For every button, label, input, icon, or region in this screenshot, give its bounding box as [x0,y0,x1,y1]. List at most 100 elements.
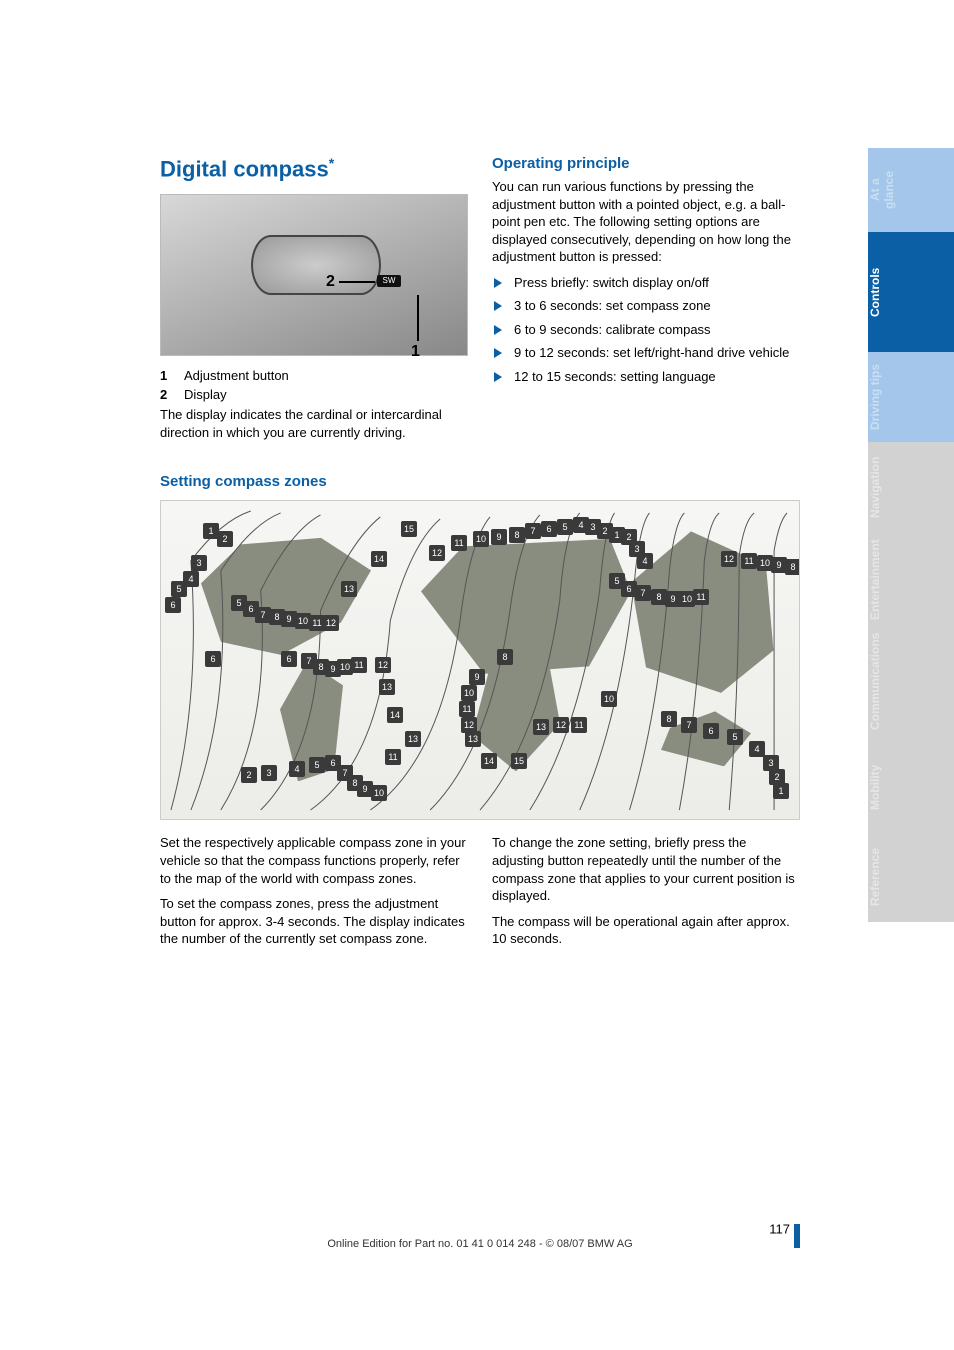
world-map: 1234565678910111215141312111098765432166… [160,500,800,820]
main-heading-marker: * [329,155,334,171]
zone-label: 11 [451,535,467,551]
operating-para: You can run various functions by pressin… [492,178,800,266]
list-item: 9 to 12 seconds: set left/right-hand dri… [492,344,800,362]
main-heading: Digital compass* [160,155,468,182]
zone-label: 6 [165,597,181,613]
zone-label: 6 [281,651,297,667]
zone-label: 12 [375,657,391,673]
def-label: Display [184,387,227,402]
zone-label: 4 [637,553,653,569]
compass-diagram: SW 2 1 [160,194,468,356]
diagram-label-1: 1 [411,343,420,361]
def-row: 2 Display [160,387,468,402]
zone-label: 13 [533,719,549,735]
def-row: 1 Adjustment button [160,368,468,383]
zone-label: 14 [387,707,403,723]
zone-label: 11 [741,553,757,569]
zone-label: 1 [773,783,789,799]
left-column: Digital compass* SW 2 1 1 Adjustment but… [160,155,468,449]
zone-label: 10 [461,685,477,701]
zone-label: 12 [429,545,445,561]
tab-entertainment[interactable]: Entertainment [868,532,954,632]
below-left-p1: Set the respectively applicable compass … [160,834,468,887]
zone-label: 12 [721,551,737,567]
zone-label: 12 [553,717,569,733]
below-two-columns: Set the respectively applicable compass … [160,834,800,955]
zone-label: 6 [703,723,719,739]
leader-line-2 [339,281,375,283]
zone-label: 15 [401,521,417,537]
below-right-p1: To change the zone setting, briefly pres… [492,834,800,904]
top-two-columns: Digital compass* SW 2 1 1 Adjustment but… [160,155,800,449]
operating-heading: Operating principle [492,155,800,172]
main-heading-text: Digital compass [160,156,329,181]
zone-label: 10 [601,691,617,707]
tab-navigation[interactable]: Navigation [868,442,954,532]
zone-label: 8 [661,711,677,727]
zone-label: 9 [491,529,507,545]
zone-label: 5 [171,581,187,597]
zone-label: 14 [371,551,387,567]
tab-driving-tips[interactable]: Driving tips [868,352,954,442]
leader-line-1 [417,295,419,341]
page-number: 117 [769,1221,790,1236]
compass-display: SW [377,275,401,287]
def-label: Adjustment button [184,368,289,383]
left-paragraph: The display indicates the cardinal or in… [160,406,468,441]
zone-label: 5 [727,729,743,745]
zone-label: 15 [511,753,527,769]
zone-label: 10 [473,531,489,547]
zone-label: 13 [379,679,395,695]
definition-list: 1 Adjustment button 2 Display [160,368,468,402]
page-root: Digital compass* SW 2 1 1 Adjustment but… [0,0,954,1350]
footer-text: Online Edition for Part no. 01 41 0 014 … [160,1238,800,1250]
tab-mobility[interactable]: Mobility [868,742,954,832]
zone-label: 11 [351,657,367,673]
side-tabs: At a glance Controls Driving tips Naviga… [868,148,954,922]
mirror-shape [251,235,381,295]
list-item: 3 to 6 seconds: set compass zone [492,297,800,315]
tab-controls[interactable]: Controls [868,232,954,352]
zone-label: 3 [261,765,277,781]
zone-label: 11 [459,701,475,717]
tab-reference[interactable]: Reference [868,832,954,922]
below-right-p2: The compass will be operational again af… [492,913,800,948]
zone-label: 6 [205,651,221,667]
content-area: Digital compass* SW 2 1 1 Adjustment but… [160,155,800,956]
zone-label: 13 [341,581,357,597]
list-item: 6 to 9 seconds: calibrate compass [492,321,800,339]
zone-label: 13 [465,731,481,747]
zone-label: 2 [217,531,233,547]
zone-label: 7 [635,585,651,601]
zone-label: 11 [571,717,587,733]
zone-label: 8 [785,559,800,575]
zone-label: 8 [509,527,525,543]
zone-label: 14 [481,753,497,769]
zone-label: 5 [309,757,325,773]
zone-label: 13 [405,731,421,747]
zone-label: 7 [525,523,541,539]
below-left-column: Set the respectively applicable compass … [160,834,468,955]
list-item: 12 to 15 seconds: setting language [492,368,800,386]
tab-at-a-glance[interactable]: At a glance [868,148,954,232]
zone-label: 6 [541,521,557,537]
zone-label: 12 [323,615,339,631]
zone-label: 8 [497,649,513,665]
def-num: 1 [160,368,172,383]
zone-label: 3 [191,555,207,571]
below-right-column: To change the zone setting, briefly pres… [492,834,800,955]
zone-label: 4 [289,761,305,777]
def-num: 2 [160,387,172,402]
below-left-p2: To set the compass zones, press the adju… [160,895,468,948]
zone-label: 2 [241,767,257,783]
right-column: Operating principle You can run various … [492,155,800,449]
zone-label: 11 [693,589,709,605]
zone-label: 11 [385,749,401,765]
zone-label: 9 [469,669,485,685]
zones-heading: Setting compass zones [160,473,800,490]
zone-label: 7 [681,717,697,733]
diagram-label-2: 2 [326,273,335,291]
tab-communications[interactable]: Communications [868,632,954,742]
operating-list: Press briefly: switch display on/off 3 t… [492,274,800,386]
zone-label: 10 [371,785,387,801]
